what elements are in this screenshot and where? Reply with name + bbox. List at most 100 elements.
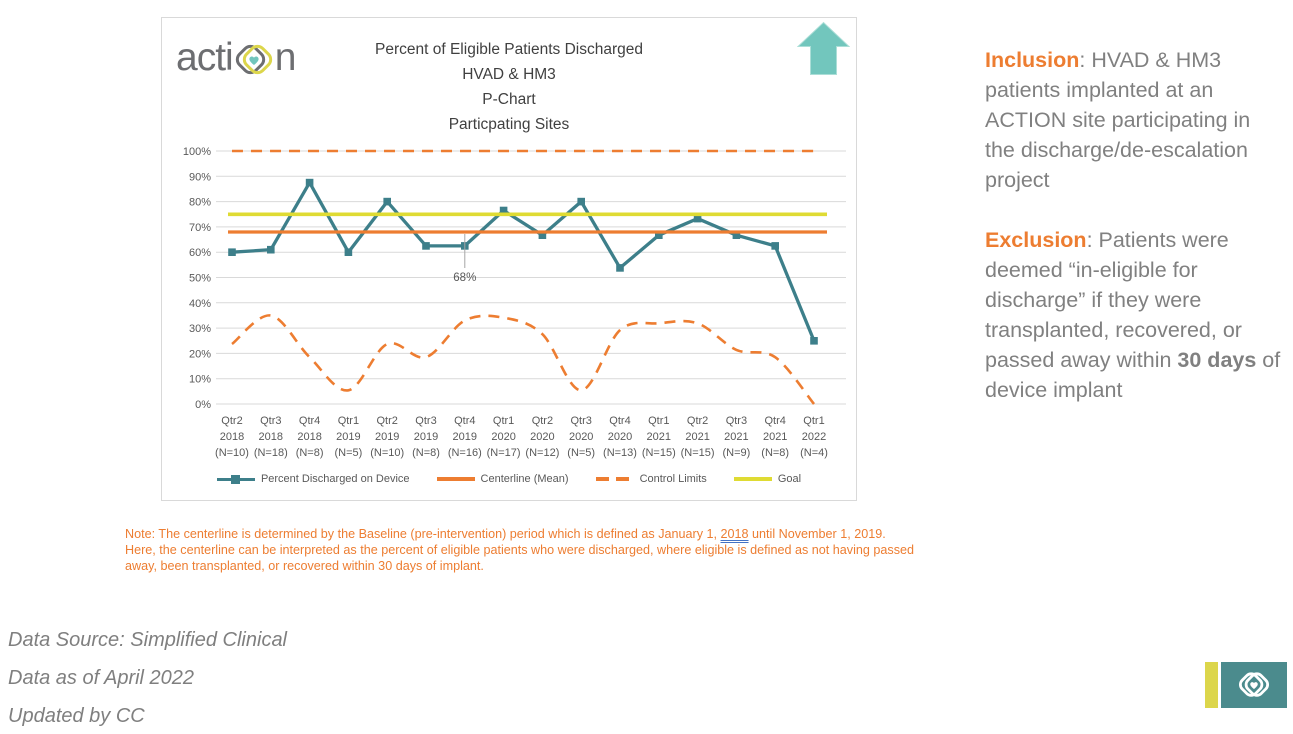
x-tick-label: Qtr2	[376, 415, 397, 427]
action-hearts-icon	[235, 44, 272, 75]
y-tick-label: 20%	[189, 348, 211, 360]
y-tick-label: 0%	[195, 399, 211, 411]
data-point-marker	[383, 197, 391, 206]
y-tick-label: 40%	[189, 298, 211, 310]
x-tick-label: (N=8)	[296, 447, 324, 459]
x-tick-label: 2020	[491, 431, 515, 443]
inclusion-label: Inclusion	[985, 48, 1080, 72]
inclusion-text: : HVAD & HM3 patients implanted at an AC…	[985, 48, 1251, 192]
x-tick-label: Qtr3	[415, 415, 436, 427]
note-part-1: Note: The centerline is determined by th…	[125, 527, 721, 541]
y-tick-label: 60%	[189, 247, 211, 259]
x-tick-label: 2018	[297, 431, 321, 443]
note-underlined-year: 2018	[720, 527, 749, 541]
y-tick-label: 70%	[189, 222, 211, 234]
x-tick-label: (N=18)	[254, 447, 288, 459]
x-tick-label: (N=8)	[412, 447, 440, 459]
legend-label-centerline: Centerline (Mean)	[480, 473, 569, 485]
x-tick-label: 2022	[802, 431, 826, 443]
data-point-marker	[228, 248, 236, 256]
y-tick-label: 10%	[189, 374, 211, 386]
x-tick-label: 2020	[530, 431, 554, 443]
chart-title-line-3: P-Chart	[482, 91, 536, 108]
y-tick-label: 80%	[189, 197, 211, 209]
x-tick-label: (N=5)	[567, 447, 595, 459]
data-point-marker	[267, 245, 275, 254]
chart-note: Note: The centerline is determined by th…	[125, 527, 917, 574]
up-arrow-icon	[797, 21, 850, 75]
x-tick-label: (N=5)	[334, 447, 362, 459]
badge-teal-box	[1221, 662, 1287, 708]
x-tick-label: Qtr4	[609, 415, 630, 427]
legend-label-control-limits: Control Limits	[639, 473, 707, 485]
data-point-marker	[732, 231, 741, 239]
exclusion-label: Exclusion	[985, 228, 1087, 252]
data-point-marker	[344, 248, 353, 256]
x-tick-label: (N=16)	[448, 447, 482, 459]
x-tick-label: Qtr4	[764, 415, 785, 427]
data-point-marker	[577, 197, 585, 206]
legend-swatch-control-limits	[595, 477, 634, 481]
x-tick-label: 2018	[220, 431, 244, 443]
x-tick-label: 2021	[685, 431, 709, 443]
x-tick-label: Qtr4	[299, 415, 320, 427]
data-point-marker	[655, 231, 663, 239]
exclusion-bold-30-days: 30 days	[1177, 348, 1257, 372]
x-tick-label: (N=15)	[681, 447, 715, 459]
data-point-marker	[771, 242, 779, 250]
y-tick-label: 30%	[189, 323, 211, 335]
x-tick-label: 2018	[259, 431, 283, 443]
exclusion-text-1: : Patients were deemed “in-eligible for …	[985, 228, 1242, 372]
x-tick-label: (N=17)	[487, 447, 521, 459]
x-tick-label: (N=13)	[603, 447, 637, 459]
legend-item-control-limits: Control Limits	[595, 473, 707, 485]
data-asof-text: Data as of April 2022	[8, 667, 195, 689]
data-point-marker	[810, 337, 818, 345]
chart-title: Percent of Eligible Patients Discharged …	[162, 37, 856, 137]
data-point-marker	[616, 264, 624, 272]
x-tick-label: Qtr1	[803, 415, 824, 427]
updated-by-text: Updated by CC	[8, 705, 145, 727]
annotation-label: 68%	[453, 272, 476, 284]
action-logo: acti n	[176, 32, 297, 82]
action-logo-text-post: n	[274, 35, 297, 79]
action-badge	[1205, 662, 1287, 708]
chart-title-line-4: Particpating Sites	[448, 116, 570, 133]
percent-discharged-line	[231, 179, 816, 342]
y-tick-label: 90%	[189, 171, 211, 183]
x-tick-label: (N=12)	[525, 447, 559, 459]
badge-yellow-bar	[1205, 662, 1218, 708]
x-tick-label: Qtr3	[260, 415, 281, 427]
x-tick-label: 2020	[608, 431, 632, 443]
x-tick-label: 2019	[375, 431, 399, 443]
x-tick-label: Qtr3	[570, 415, 591, 427]
chart-title-line-1: Percent of Eligible Patients Discharged	[375, 41, 643, 58]
criteria-panel: Inclusion: HVAD & HM3 patients implanted…	[985, 45, 1281, 405]
inclusion-paragraph: Inclusion: HVAD & HM3 patients implanted…	[985, 45, 1281, 195]
x-tick-label: Qtr4	[454, 415, 475, 427]
x-tick-label: Qtr2	[532, 415, 553, 427]
chart-card: acti n Percent of Eligible Patients Disc…	[161, 17, 857, 501]
x-tick-label: (N=10)	[215, 447, 249, 459]
x-tick-label: (N=10)	[370, 447, 404, 459]
x-tick-label: Qtr1	[338, 415, 359, 427]
x-tick-label: 2019	[414, 431, 438, 443]
x-tick-label: Qtr1	[493, 415, 514, 427]
x-tick-label: 2021	[763, 431, 787, 443]
x-tick-label: 2019	[336, 431, 360, 443]
exclusion-text-2: of device implant	[985, 348, 1281, 402]
x-tick-label: (N=4)	[800, 447, 828, 459]
x-tick-label: Qtr1	[648, 415, 669, 427]
lower-control-limit-line	[231, 314, 816, 405]
data-point-marker	[499, 206, 508, 215]
x-tick-label: Qtr2	[221, 415, 242, 427]
action-logo-text-pre: acti	[176, 35, 234, 79]
x-tick-label: 2021	[724, 431, 748, 443]
legend-label-goal: Goal	[777, 473, 802, 485]
data-source-text: Data Source: Simplified Clinical	[8, 629, 288, 651]
footer-notes: Data Source: Simplified Clinical Data as…	[8, 621, 287, 734]
legend-label-series: Percent Discharged on Device	[260, 473, 410, 485]
x-tick-label: 2020	[569, 431, 593, 443]
data-point-marker	[538, 231, 547, 239]
x-tick-label: Qtr2	[687, 415, 708, 427]
